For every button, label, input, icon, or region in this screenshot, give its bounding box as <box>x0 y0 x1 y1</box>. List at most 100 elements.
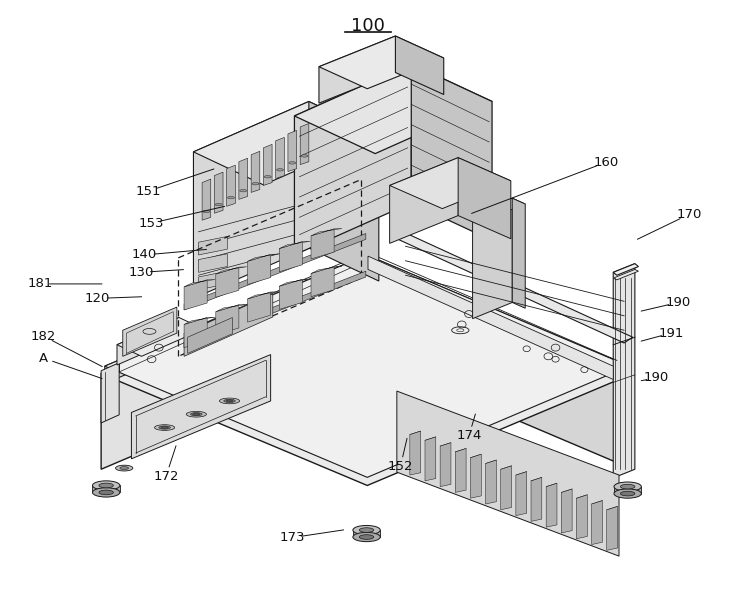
Polygon shape <box>319 36 395 103</box>
Polygon shape <box>576 495 587 539</box>
Polygon shape <box>592 501 602 544</box>
Polygon shape <box>614 486 641 493</box>
Polygon shape <box>239 158 247 199</box>
Ellipse shape <box>215 203 222 206</box>
Polygon shape <box>512 198 526 309</box>
Polygon shape <box>216 267 247 274</box>
Polygon shape <box>473 198 526 220</box>
Polygon shape <box>276 137 284 178</box>
Polygon shape <box>367 262 633 469</box>
Polygon shape <box>546 483 557 527</box>
Ellipse shape <box>620 491 635 496</box>
Polygon shape <box>251 151 260 193</box>
Text: 173: 173 <box>280 531 305 544</box>
Polygon shape <box>458 158 511 239</box>
Ellipse shape <box>359 535 374 540</box>
Polygon shape <box>486 460 496 504</box>
Text: 130: 130 <box>128 266 154 279</box>
Polygon shape <box>516 472 527 515</box>
Polygon shape <box>188 317 233 353</box>
Polygon shape <box>500 466 512 510</box>
Polygon shape <box>227 165 236 206</box>
Polygon shape <box>184 317 215 324</box>
Polygon shape <box>279 280 302 310</box>
Polygon shape <box>288 131 297 171</box>
Text: 140: 140 <box>132 248 157 261</box>
Ellipse shape <box>203 210 210 213</box>
Text: 181: 181 <box>27 277 52 290</box>
Polygon shape <box>279 242 302 272</box>
Ellipse shape <box>277 168 283 171</box>
Ellipse shape <box>353 532 381 541</box>
Polygon shape <box>279 241 311 249</box>
Polygon shape <box>456 449 466 492</box>
Text: 152: 152 <box>388 460 413 473</box>
Polygon shape <box>247 254 278 261</box>
Ellipse shape <box>93 481 120 490</box>
Polygon shape <box>397 391 619 556</box>
Polygon shape <box>202 179 210 220</box>
Polygon shape <box>395 36 444 95</box>
Polygon shape <box>123 307 177 356</box>
Polygon shape <box>184 280 207 310</box>
Ellipse shape <box>289 162 296 164</box>
Polygon shape <box>311 229 342 236</box>
Polygon shape <box>319 36 444 89</box>
Polygon shape <box>562 489 572 533</box>
Text: 151: 151 <box>135 185 160 198</box>
Ellipse shape <box>159 426 170 429</box>
Polygon shape <box>353 530 381 537</box>
Polygon shape <box>473 198 512 319</box>
Polygon shape <box>613 269 639 280</box>
Polygon shape <box>606 506 618 550</box>
Polygon shape <box>184 294 273 356</box>
Polygon shape <box>613 264 639 275</box>
Polygon shape <box>105 255 367 384</box>
Polygon shape <box>263 144 272 186</box>
Ellipse shape <box>193 413 200 415</box>
Polygon shape <box>214 172 223 213</box>
Polygon shape <box>184 233 366 310</box>
Polygon shape <box>309 102 379 281</box>
Ellipse shape <box>99 483 113 488</box>
Polygon shape <box>397 233 633 343</box>
Polygon shape <box>216 267 239 297</box>
Polygon shape <box>101 262 633 485</box>
Polygon shape <box>411 64 492 241</box>
Text: 172: 172 <box>153 470 179 483</box>
Ellipse shape <box>191 413 202 416</box>
Polygon shape <box>184 271 366 348</box>
Polygon shape <box>199 271 227 290</box>
Polygon shape <box>311 229 334 259</box>
Text: 100: 100 <box>351 17 385 35</box>
Ellipse shape <box>614 482 641 491</box>
Ellipse shape <box>116 465 133 471</box>
Ellipse shape <box>99 490 113 495</box>
Text: 182: 182 <box>31 330 56 343</box>
Ellipse shape <box>614 489 641 498</box>
Ellipse shape <box>155 425 174 430</box>
Ellipse shape <box>226 400 233 402</box>
Polygon shape <box>194 102 379 185</box>
Polygon shape <box>300 124 309 165</box>
Polygon shape <box>199 236 227 255</box>
Text: 160: 160 <box>593 156 619 169</box>
Text: 120: 120 <box>85 292 110 305</box>
Ellipse shape <box>301 155 308 157</box>
Polygon shape <box>117 317 204 356</box>
Ellipse shape <box>224 400 236 402</box>
Polygon shape <box>184 280 215 287</box>
Text: 170: 170 <box>676 208 701 221</box>
Text: 190: 190 <box>665 296 691 309</box>
Text: 191: 191 <box>658 327 684 340</box>
Polygon shape <box>368 256 613 379</box>
Polygon shape <box>105 255 629 478</box>
Ellipse shape <box>93 488 120 497</box>
Polygon shape <box>279 279 311 286</box>
Ellipse shape <box>240 190 247 192</box>
Polygon shape <box>216 305 239 335</box>
Polygon shape <box>132 355 271 459</box>
Ellipse shape <box>219 398 240 404</box>
Text: 153: 153 <box>139 217 164 229</box>
Polygon shape <box>93 485 120 492</box>
